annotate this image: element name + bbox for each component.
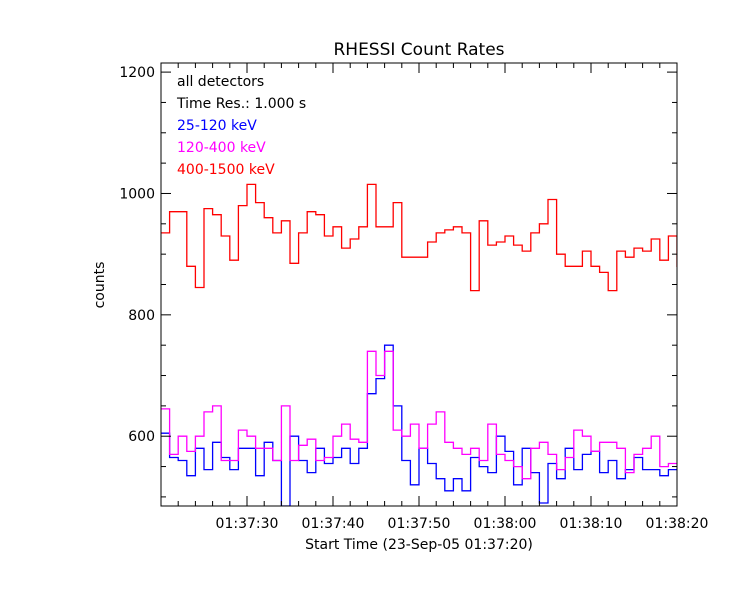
- annotation-text: Time Res.: 1.000 s: [176, 96, 306, 112]
- x-tick-label: 01:38:00: [474, 516, 537, 532]
- y-tick-label: 600: [128, 429, 155, 445]
- x-tick-label: 01:37:30: [216, 516, 279, 532]
- annotation-text: all detectors: [177, 74, 264, 90]
- ticks-layer: 600 800 1000 1200 01:37:30 01:37:40 01:37:50 01…: [119, 63, 708, 532]
- chart-title: RHESSI Count Rates: [333, 40, 504, 60]
- legend-entry: 25-120 keV: [177, 118, 257, 134]
- series-line-1: [161, 350, 677, 480]
- y-tick-label: 1000: [119, 186, 155, 202]
- series-line-2: [161, 183, 677, 292]
- legend-entry: 120-400 keV: [177, 140, 266, 156]
- y-tick-label: 1200: [119, 65, 155, 81]
- x-tick-label: 01:38:20: [646, 516, 709, 532]
- y-axis-label: counts: [92, 262, 108, 309]
- legend: all detectors Time Res.: 1.000 s 25-120 ke…: [176, 74, 306, 178]
- x-axis-label: Start Time (23-Sep-05 01:37:20): [305, 537, 533, 553]
- x-tick-label: 01:37:50: [388, 516, 451, 532]
- x-tick-label: 01:38:10: [560, 516, 623, 532]
- y-tick-label: 800: [128, 308, 155, 324]
- series-line-0: [161, 344, 677, 506]
- series-layer: [161, 183, 677, 506]
- legend-entry: 400-1500 keV: [177, 162, 275, 178]
- x-tick-label: 01:37:40: [302, 516, 365, 532]
